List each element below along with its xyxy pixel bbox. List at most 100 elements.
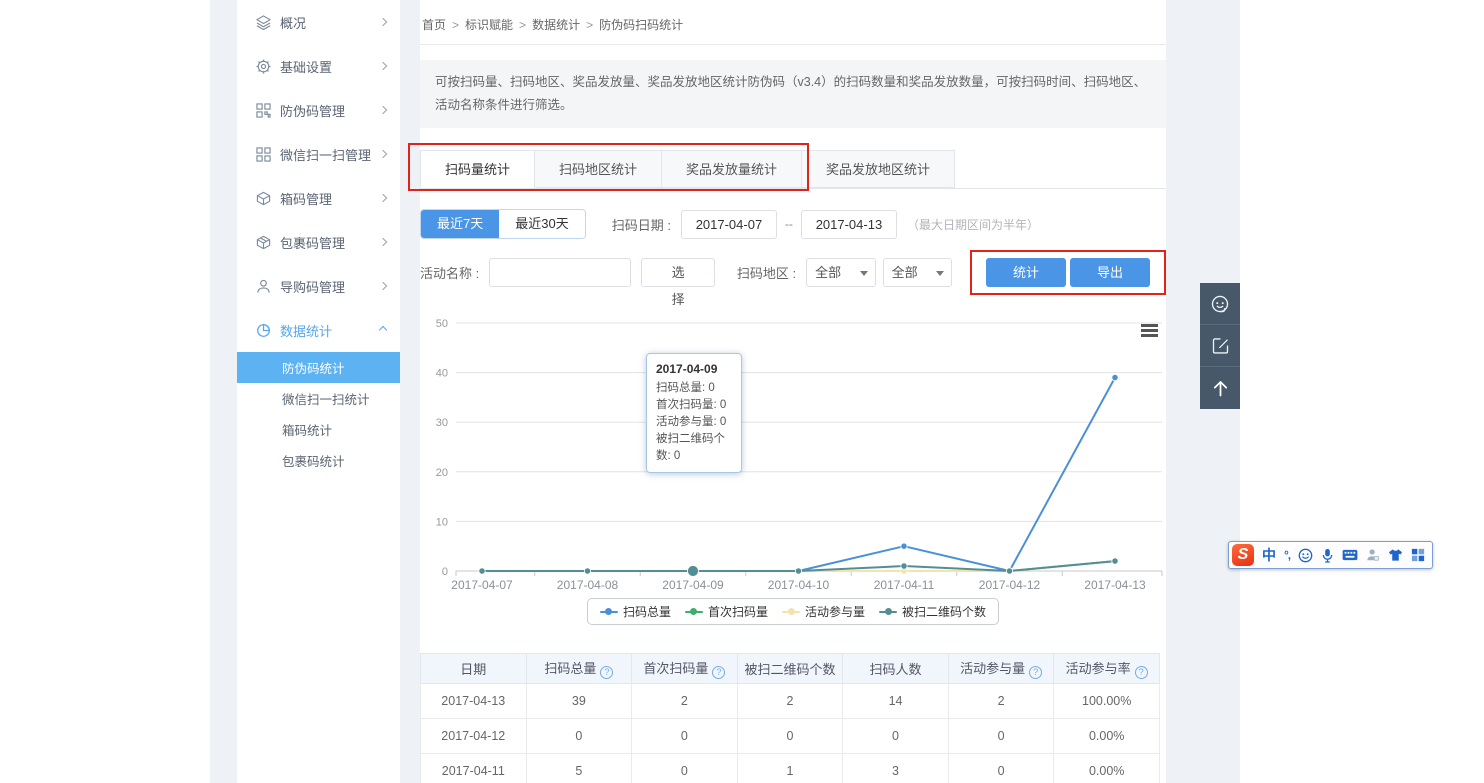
back-to-top-button[interactable] — [1200, 367, 1240, 409]
feedback-edit-icon — [1212, 338, 1228, 354]
statistics-button[interactable]: 统计 — [985, 258, 1066, 287]
legend-marker-icon — [684, 608, 703, 616]
caret-down-icon — [935, 271, 944, 276]
help-icon[interactable]: ? — [600, 666, 614, 679]
keyboard-icon[interactable] — [1342, 549, 1358, 561]
sidebar-item-label: 数据统计 — [280, 323, 333, 339]
legend-marker-icon — [599, 608, 618, 616]
svg-text:0: 0 — [442, 566, 448, 578]
svg-text:2017-04-12: 2017-04-12 — [979, 578, 1041, 592]
sidebar-subitem-wechat-scan-stats[interactable]: 微信扫一扫统计 — [237, 383, 400, 414]
annotation-box-actions: 统计 导出 — [969, 250, 1166, 295]
svg-text:2017-04-11: 2017-04-11 — [874, 578, 935, 592]
sidebar-subitem-anticounterfeit-stats[interactable]: 防伪码统计 — [237, 352, 400, 383]
tab-scan-region-stats[interactable]: 扫码地区统计 — [535, 150, 663, 188]
chevron-right-icon — [378, 61, 388, 71]
chevron-right-icon — [378, 193, 388, 203]
svg-text:2017-04-09: 2017-04-09 — [662, 578, 724, 592]
date-separator: -- — [784, 217, 793, 231]
export-button[interactable]: 导出 — [1069, 258, 1150, 287]
svg-text:10: 10 — [436, 516, 448, 528]
range-30days-button[interactable]: 最近30天 — [499, 210, 585, 238]
pie-chart-icon — [255, 322, 271, 338]
sidebar-item-data-statistics[interactable]: 数据统计 — [237, 308, 400, 352]
breadcrumb-item[interactable]: 标识赋能 — [465, 18, 514, 32]
feedback-button[interactable] — [1200, 325, 1240, 367]
svg-text:30: 30 — [436, 417, 448, 429]
line-chart: 0 10 20 30 40 50 2017-04-07 2017-04-08 2017-04-0… — [420, 313, 1166, 595]
help-icon[interactable]: ? — [712, 666, 726, 679]
region-province-select[interactable]: 全部 — [806, 258, 876, 287]
sidebar-item-package-code[interactable]: 包裹码管理 — [237, 220, 400, 264]
chevron-right-icon — [378, 149, 388, 159]
legend-item-first-scan[interactable]: 首次扫码量 — [684, 603, 768, 620]
line-chart-svg: 0 10 20 30 40 50 2017-04-07 2017-04-08 2017-04-0… — [436, 318, 1163, 592]
tab-prize-volume-stats[interactable]: 奖品发放量统计 — [662, 150, 803, 188]
user-ime-icon[interactable] — [1366, 548, 1380, 562]
sidebar-item-anticounterfeit-code[interactable]: 防伪码管理 — [237, 88, 400, 132]
sidebar-item-wechat-scan[interactable]: 微信扫一扫管理 — [237, 132, 400, 176]
help-icon[interactable]: ? — [1029, 666, 1043, 679]
range-7days-button[interactable]: 最近7天 — [421, 210, 500, 238]
emoji-icon[interactable] — [1298, 548, 1313, 563]
activity-name-input[interactable] — [489, 258, 632, 287]
chart-legend: 扫码总量 首次扫码量 活动参与量 被扫二维码个数 — [420, 598, 1166, 625]
grid-icon[interactable] — [1411, 548, 1425, 562]
qrcode-icon — [255, 102, 271, 118]
tooltip-line: 首次扫码量: 0 — [656, 399, 727, 411]
date-range-hint: （最大日期区间为半年） — [906, 217, 1039, 232]
tooltip-line: 活动参与量: 0 — [656, 416, 727, 428]
sidebar-subitem-box-code-stats[interactable]: 箱码统计 — [237, 414, 400, 445]
user-icon — [255, 278, 271, 294]
filter-row-activity: 活动名称 : 选择 扫码地区 : 全部 全部 统计 导出 — [420, 250, 1166, 307]
svg-text:2017-04-10: 2017-04-10 — [768, 578, 830, 592]
tab-prize-region-stats[interactable]: 奖品发放地区统计 — [802, 150, 956, 188]
breadcrumb-item-home[interactable]: 首页 — [422, 18, 447, 32]
table-row: 2017-04-11 5 0 1 3 0 0.00% — [420, 753, 1160, 783]
col-activity-participation: 活动参与量? — [947, 653, 1055, 684]
back-to-top-icon — [1213, 380, 1227, 396]
sidebar-item-label: 防伪码管理 — [280, 103, 346, 119]
sogou-logo[interactable]: S — [1232, 544, 1254, 566]
customer-service-button[interactable] — [1200, 283, 1240, 325]
choose-activity-button[interactable]: 选择 — [641, 258, 715, 307]
table-row: 2017-04-13 39 2 2 14 2 100.00% — [420, 683, 1160, 719]
chevron-right-icon — [378, 237, 388, 247]
col-participation-rate: 活动参与率? — [1053, 653, 1160, 684]
sidebar-item-label: 包裹码管理 — [280, 235, 346, 251]
chinese-mode-icon[interactable]: 中 — [1262, 547, 1276, 563]
col-scan-people: 扫码人数? — [842, 653, 949, 684]
svg-text:2017-04-08: 2017-04-08 — [557, 578, 619, 592]
chart-menu-icon[interactable] — [1141, 324, 1158, 340]
legend-item-scan-total[interactable]: 扫码总量 — [599, 603, 671, 620]
sidebar-item-overview[interactable]: 概况 — [237, 0, 400, 44]
submenu-label: 微信扫一扫统计 — [282, 393, 370, 407]
svg-text:40: 40 — [436, 368, 448, 380]
help-icon[interactable]: ? — [1134, 666, 1148, 679]
sidebar-item-guide-code[interactable]: 导购码管理 — [237, 264, 400, 308]
tabs-section: 扫码量统计 扫码地区统计 奖品发放量统计 奖品发放地区统计 — [408, 143, 1166, 191]
tab-scan-volume-stats[interactable]: 扫码量统计 — [420, 150, 536, 188]
skin-icon[interactable] — [1388, 548, 1403, 562]
quick-range-group: 最近7天 最近30天 — [420, 209, 586, 239]
sidebar: 概况 基础设置 防伪码管理 微信扫一扫管理 — [237, 0, 400, 783]
chevron-right-icon — [378, 105, 388, 115]
punctuation-icon[interactable]: °, — [1284, 548, 1291, 562]
breadcrumb-item[interactable]: 数据统计 — [532, 18, 581, 32]
region-city-value: 全部 — [891, 265, 918, 280]
date-from-input[interactable] — [680, 209, 777, 239]
qrcode-scan-icon — [255, 146, 271, 162]
legend-item-scanned-qrcodes[interactable]: 被扫二维码个数 — [879, 603, 986, 620]
tooltip-line: 被扫二维码个数: 0 — [656, 433, 725, 462]
region-city-select[interactable]: 全部 — [882, 258, 952, 287]
legend-item-activity-participation[interactable]: 活动参与量 — [782, 603, 865, 620]
breadcrumb: 首页 > 标识赋能 > 数据统计 > 防伪码扫码统计 — [420, 0, 1166, 45]
sidebar-subitem-package-code-stats[interactable]: 包裹码统计 — [237, 445, 400, 476]
svg-text:20: 20 — [436, 467, 448, 479]
sidebar-item-box-code[interactable]: 箱码管理 — [237, 176, 400, 220]
mic-icon[interactable] — [1321, 548, 1334, 563]
ime-toolbar: S 中 °, — [1228, 541, 1434, 569]
sidebar-item-settings[interactable]: 基础设置 — [237, 44, 400, 88]
date-to-input[interactable] — [800, 209, 897, 239]
